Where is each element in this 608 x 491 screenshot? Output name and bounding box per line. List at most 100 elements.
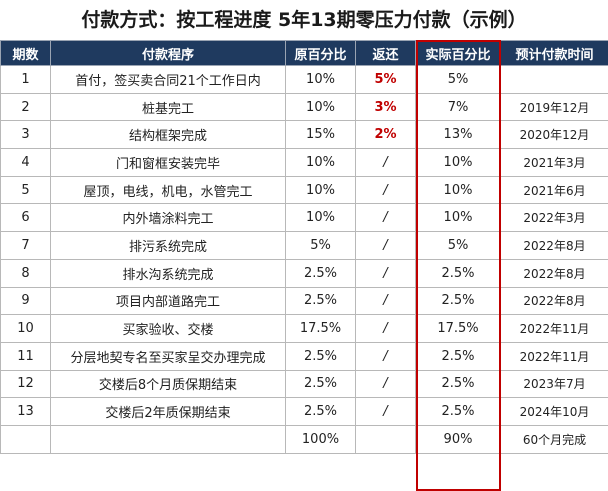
- cell-actual: 2.5%: [415, 341, 501, 371]
- sheet-title: 付款方式：按工程进度 5年13期零压力付款（示例）: [81, 9, 527, 31]
- table-row: 12 交楼后8个月质保期结束 2.5%/2.5% 2023年7月: [0, 369, 608, 399]
- cell-actual: 10%: [415, 148, 501, 177]
- table-row: 11 分层地契专名至买家呈交办理完成 2.5%/2.5% 2022年11月: [0, 341, 608, 371]
- cell-original: 2.5%: [285, 341, 356, 371]
- cell-date: 2021年3月: [500, 148, 608, 177]
- cell-actual: 10%: [415, 175, 501, 205]
- cell-period: 4: [0, 148, 51, 177]
- table-row: 3 结构框架完成 15% 2% 13% 2020年12月: [0, 120, 608, 150]
- cell-actual: 7%: [415, 92, 501, 122]
- cell-date: 2022年11月: [500, 314, 608, 343]
- table-row: 1 首付，签买卖合同21个工作日内 10% 5% 5%: [0, 65, 608, 94]
- cell-step: 买家验收、交楼: [50, 314, 286, 343]
- cell-original: 10%: [285, 203, 356, 233]
- cell-step: 内外墙涂料完工: [50, 203, 286, 233]
- cell-rebate: /: [355, 148, 416, 177]
- cell-period: 1: [0, 65, 51, 94]
- cell-rebate: /: [355, 231, 416, 260]
- cell-date: 2022年11月: [500, 341, 608, 371]
- cell-date: 2021年6月: [500, 175, 608, 205]
- cell-step: 排水沟系统完成: [50, 258, 286, 288]
- cell-step: 排污系统完成: [50, 231, 286, 260]
- table-row: 5 屋顶，电线，机电，水管完工 10%/10% 2021年6月: [0, 175, 608, 205]
- totals-date: 60个月完成: [500, 424, 608, 454]
- cell-actual: 2.5%: [415, 258, 501, 288]
- cell-date: 2022年8月: [500, 258, 608, 288]
- cell-date: 2022年3月: [500, 203, 608, 233]
- cell-actual: 5%: [415, 65, 501, 94]
- cell-actual: 13%: [415, 120, 501, 150]
- payment-table: 期数 付款程序 原百分比 返还 实际百分比 预计付款时间 1 首付，签买卖合同21…: [0, 40, 608, 454]
- cell-step: 门和窗框安装完毕: [50, 148, 286, 177]
- cell-actual: 10%: [415, 203, 501, 233]
- totals-row: 100% 90% 60个月完成: [0, 424, 608, 454]
- cell-period: 6: [0, 203, 51, 233]
- cell-original: 2.5%: [285, 397, 356, 426]
- header-original: 原百分比: [285, 40, 356, 66]
- table-row: 4 门和窗框安装完毕 10%/10% 2021年3月: [0, 148, 608, 177]
- cell-rebate: /: [355, 203, 416, 233]
- table-row: 6 内外墙涂料完工 10%/10% 2022年3月: [0, 203, 608, 233]
- cell-date: [500, 65, 608, 94]
- table-row: 7 排污系统完成 5%/5% 2022年8月: [0, 231, 608, 260]
- cell-rebate: /: [355, 341, 416, 371]
- cell-rebate: /: [355, 175, 416, 205]
- table-row: 10 买家验收、交楼 17.5%/17.5% 2022年11月: [0, 314, 608, 343]
- totals-rebate: [355, 424, 416, 454]
- cell-rebate: 2%: [355, 120, 416, 150]
- cell-period: 12: [0, 369, 51, 399]
- cell-date: 2024年10月: [500, 397, 608, 426]
- table-row: 8 排水沟系统完成 2.5%/2.5% 2022年8月: [0, 258, 608, 288]
- header-rebate: 返还: [355, 40, 416, 66]
- cell-date: 2023年7月: [500, 369, 608, 399]
- header-actual: 实际百分比: [415, 40, 501, 66]
- cell-original: 2.5%: [285, 286, 356, 316]
- cell-step: 交楼后2年质保期结束: [50, 397, 286, 426]
- cell-rebate: /: [355, 397, 416, 426]
- cell-original: 5%: [285, 231, 356, 260]
- cell-original: 17.5%: [285, 314, 356, 343]
- cell-original: 2.5%: [285, 258, 356, 288]
- cell-rebate: /: [355, 314, 416, 343]
- totals-original: 100%: [285, 424, 356, 454]
- table-row: 2 桩基完工 10% 3% 7% 2019年12月: [0, 92, 608, 122]
- cell-rebate: /: [355, 258, 416, 288]
- cell-date: 2022年8月: [500, 286, 608, 316]
- cell-period: 10: [0, 314, 51, 343]
- header-period: 期数: [0, 40, 51, 66]
- cell-original: 10%: [285, 65, 356, 94]
- cell-original: 15%: [285, 120, 356, 150]
- cell-period: 8: [0, 258, 51, 288]
- cell-date: 2019年12月: [500, 92, 608, 122]
- cell-period: 5: [0, 175, 51, 205]
- header-date: 预计付款时间: [500, 40, 608, 66]
- cell-date: 2020年12月: [500, 120, 608, 150]
- cell-actual: 2.5%: [415, 397, 501, 426]
- cell-step: 分层地契专名至买家呈交办理完成: [50, 341, 286, 371]
- cell-actual: 17.5%: [415, 314, 501, 343]
- cell-period: 11: [0, 341, 51, 371]
- cell-period: 7: [0, 231, 51, 260]
- cell-actual: 2.5%: [415, 369, 501, 399]
- cell-step: 结构框架完成: [50, 120, 286, 150]
- table-row: 13 交楼后2年质保期结束 2.5%/2.5% 2024年10月: [0, 397, 608, 426]
- cell-original: 10%: [285, 92, 356, 122]
- cell-period: 3: [0, 120, 51, 150]
- table-body: 1 首付，签买卖合同21个工作日内 10% 5% 5% 2 桩基完工 10% 3% 7% 2019年…: [0, 65, 608, 426]
- cell-period: 13: [0, 397, 51, 426]
- cell-rebate: 5%: [355, 65, 416, 94]
- header-step: 付款程序: [50, 40, 286, 66]
- cell-step: 首付，签买卖合同21个工作日内: [50, 65, 286, 94]
- totals-step: [50, 424, 286, 454]
- cell-period: 2: [0, 92, 51, 122]
- cell-rebate: /: [355, 286, 416, 316]
- cell-rebate: 3%: [355, 92, 416, 122]
- cell-original: 10%: [285, 175, 356, 205]
- cell-step: 项目内部道路完工: [50, 286, 286, 316]
- cell-step: 桩基完工: [50, 92, 286, 122]
- table-row: 9 项目内部道路完工 2.5%/2.5% 2022年8月: [0, 286, 608, 316]
- cell-actual: 2.5%: [415, 286, 501, 316]
- header-row: 期数 付款程序 原百分比 返还 实际百分比 预计付款时间: [0, 40, 608, 66]
- totals-actual: 90%: [415, 424, 501, 454]
